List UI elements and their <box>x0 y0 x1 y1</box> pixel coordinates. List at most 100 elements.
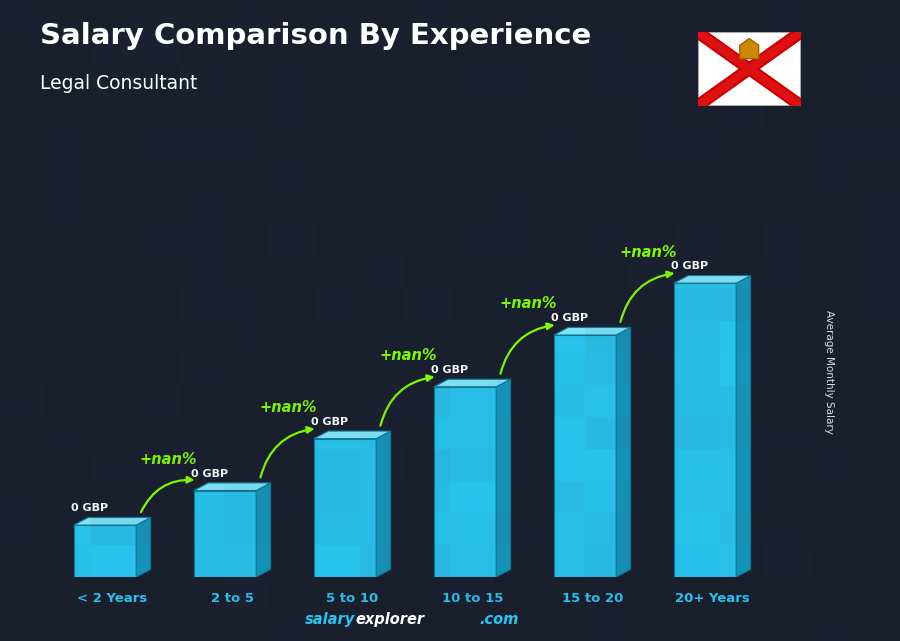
Bar <box>585 160 630 192</box>
Bar <box>315 224 360 256</box>
Bar <box>675 577 720 609</box>
Bar <box>0 577 45 609</box>
Bar <box>765 385 810 417</box>
Bar <box>675 417 720 449</box>
Bar <box>0 128 45 160</box>
Bar <box>810 224 855 256</box>
Bar <box>765 545 810 577</box>
Bar <box>315 128 360 160</box>
Bar <box>585 192 630 224</box>
Bar <box>225 481 270 513</box>
Bar <box>765 32 810 64</box>
Text: +nan%: +nan% <box>500 297 557 312</box>
Text: 0 GBP: 0 GBP <box>431 365 469 375</box>
Bar <box>585 417 630 449</box>
Bar <box>405 64 450 96</box>
Bar <box>0 513 45 545</box>
Bar <box>180 32 225 64</box>
Bar <box>405 192 450 224</box>
Bar <box>450 353 495 385</box>
Bar <box>630 385 675 417</box>
Bar <box>585 64 630 96</box>
Bar <box>270 32 315 64</box>
Bar <box>135 96 180 128</box>
Bar <box>585 609 630 641</box>
Bar <box>0 353 45 385</box>
Bar <box>270 192 315 224</box>
Text: 10 to 15: 10 to 15 <box>442 592 503 606</box>
Bar <box>270 577 315 609</box>
Text: +nan%: +nan% <box>260 400 318 415</box>
Bar <box>720 160 765 192</box>
Bar <box>180 609 225 641</box>
Bar <box>855 481 900 513</box>
Bar <box>495 320 540 353</box>
Bar <box>135 417 180 449</box>
Bar <box>90 288 135 320</box>
Bar <box>45 160 90 192</box>
Bar <box>405 545 450 577</box>
Bar <box>720 385 765 417</box>
Bar <box>720 481 765 513</box>
Bar <box>434 387 496 577</box>
Bar <box>765 0 810 32</box>
Bar <box>585 577 630 609</box>
Bar <box>765 449 810 481</box>
Bar <box>810 545 855 577</box>
Bar <box>225 385 270 417</box>
Bar <box>45 256 90 288</box>
Bar <box>630 609 675 641</box>
Bar <box>135 288 180 320</box>
Bar <box>585 385 630 417</box>
Bar <box>495 481 540 513</box>
Bar <box>360 353 405 385</box>
Bar <box>360 577 405 609</box>
Text: 2 to 5: 2 to 5 <box>211 592 254 606</box>
Bar <box>855 0 900 32</box>
Bar <box>450 96 495 128</box>
Bar <box>765 96 810 128</box>
Bar <box>405 577 450 609</box>
Bar <box>495 288 540 320</box>
Bar <box>540 449 585 481</box>
Bar <box>225 320 270 353</box>
Bar <box>855 192 900 224</box>
Bar <box>270 513 315 545</box>
Bar <box>585 449 630 481</box>
Bar <box>585 224 630 256</box>
Bar <box>855 449 900 481</box>
Bar <box>360 64 405 96</box>
Bar <box>0 0 45 32</box>
Bar <box>360 385 405 417</box>
Bar <box>765 256 810 288</box>
Bar <box>585 32 630 64</box>
Bar <box>585 256 630 288</box>
Bar <box>810 0 855 32</box>
Bar <box>360 128 405 160</box>
Bar <box>630 513 675 545</box>
Bar <box>540 577 585 609</box>
Bar <box>270 224 315 256</box>
Bar <box>810 32 855 64</box>
Bar <box>450 192 495 224</box>
Bar <box>675 513 720 545</box>
Bar <box>315 288 360 320</box>
Bar <box>495 256 540 288</box>
Bar <box>45 545 90 577</box>
Bar <box>135 609 180 641</box>
Bar <box>405 128 450 160</box>
Bar <box>540 481 585 513</box>
Bar <box>225 417 270 449</box>
Bar <box>315 609 360 641</box>
Bar <box>315 320 360 353</box>
Bar <box>225 128 270 160</box>
Bar <box>765 192 810 224</box>
Bar <box>495 0 540 32</box>
Bar <box>180 224 225 256</box>
Bar <box>810 577 855 609</box>
Bar <box>0 481 45 513</box>
Bar <box>495 609 540 641</box>
Bar <box>315 192 360 224</box>
Bar <box>90 353 135 385</box>
Bar <box>405 609 450 641</box>
